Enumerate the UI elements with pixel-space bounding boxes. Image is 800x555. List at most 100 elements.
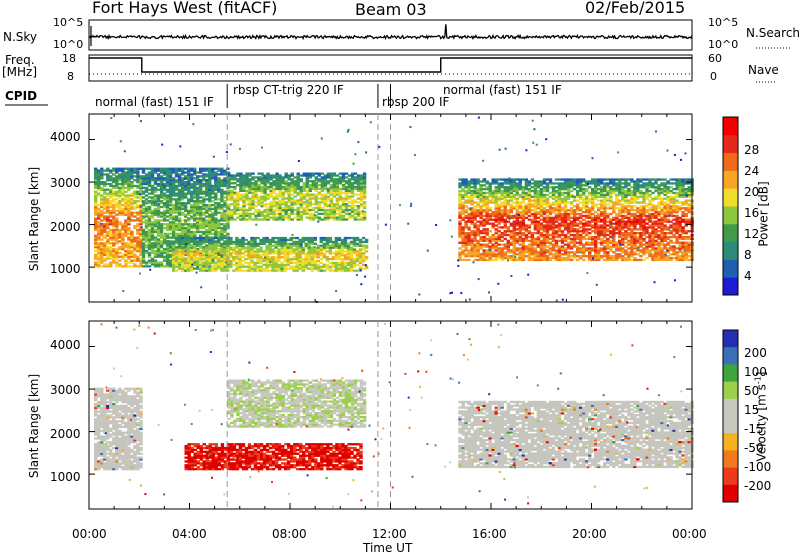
power-cell [217, 198, 221, 201]
power-cell [458, 256, 462, 260]
power-cell [485, 249, 489, 252]
power-cell [557, 211, 562, 214]
power-cell [162, 169, 167, 172]
power-cell [545, 203, 550, 206]
power-cell [217, 223, 221, 226]
power-cell [217, 184, 221, 188]
power-cell [527, 209, 532, 212]
power-cell [174, 171, 179, 174]
power-cell [470, 233, 474, 237]
power-cell [168, 217, 173, 220]
power-cell [331, 244, 336, 247]
power-cell [211, 228, 215, 232]
power-cell [355, 254, 360, 257]
power-cell [190, 223, 194, 226]
power-cell [479, 239, 483, 242]
power-cell [292, 258, 296, 261]
power-cell [295, 261, 299, 265]
power-cell [171, 225, 176, 228]
power-cell [171, 252, 176, 255]
power-cell [187, 236, 191, 240]
power-cell [266, 178, 270, 181]
power-cell [94, 225, 98, 228]
power-cell [326, 172, 331, 175]
power-cell [542, 243, 547, 246]
power-cell [281, 206, 285, 210]
power-cell [242, 176, 246, 179]
power-cell [177, 202, 182, 205]
power-cell [181, 202, 185, 205]
power-cell [524, 233, 529, 237]
power-cell [97, 209, 101, 212]
power-cell [199, 186, 203, 189]
power-cell [557, 209, 562, 212]
power-cell [545, 245, 550, 248]
power-cell [190, 234, 194, 237]
power-cell [551, 247, 556, 250]
power-cell [139, 232, 143, 235]
power-cell [187, 192, 191, 195]
power-cell [214, 263, 218, 266]
power-cell [217, 265, 221, 268]
power-cell [250, 238, 254, 242]
power-cell [536, 212, 541, 216]
power-cell [340, 269, 345, 272]
power-cell [165, 244, 170, 247]
power-cell [275, 172, 279, 175]
power-cell [344, 199, 349, 202]
power-cell [557, 205, 562, 208]
power-cell [147, 251, 152, 255]
power-cell [548, 205, 553, 208]
power-cell [328, 252, 333, 255]
power-cell [141, 167, 146, 170]
power-cell [97, 249, 101, 253]
power-cell [349, 236, 354, 240]
power-cell [461, 243, 465, 246]
power-cell [314, 172, 318, 175]
power-cell [241, 256, 245, 259]
power-cell [359, 197, 364, 200]
power-cell [112, 259, 116, 262]
power-cell [97, 171, 101, 174]
power-cell [470, 197, 474, 200]
power-cell [518, 211, 522, 214]
power-cell [554, 220, 559, 223]
power-cell [229, 254, 233, 257]
power-cell [168, 175, 173, 178]
power-cell [293, 195, 297, 198]
power-cell [566, 195, 571, 198]
power-cell [144, 246, 149, 249]
power-cell [156, 228, 161, 232]
power-cell [485, 188, 489, 191]
power-cell [263, 174, 267, 177]
power-cell [307, 256, 311, 259]
power-cell [115, 202, 119, 205]
power-cell [133, 171, 137, 174]
power-cell [254, 176, 258, 179]
power-cell [316, 244, 320, 247]
power-cell [248, 185, 252, 189]
power-cell [106, 223, 110, 226]
power-cell [527, 207, 532, 210]
power-cell [223, 190, 227, 193]
power-cell [171, 244, 176, 247]
power-cell [500, 255, 504, 258]
power-cell [217, 232, 221, 235]
power-cell [308, 218, 312, 221]
power-cell [503, 189, 507, 193]
power-cell [150, 213, 155, 216]
power-cell [106, 209, 110, 212]
power-cell [159, 190, 164, 193]
power-cell [500, 211, 504, 214]
power-cell [320, 208, 325, 212]
power-cell [494, 216, 498, 219]
power-cell [254, 184, 258, 187]
power-cell [494, 189, 498, 193]
power-cell [251, 212, 255, 215]
power-cell [136, 257, 140, 260]
power-cell [150, 230, 155, 234]
power-cell [281, 216, 285, 219]
power-cell [199, 207, 203, 211]
power-cell [162, 251, 167, 255]
